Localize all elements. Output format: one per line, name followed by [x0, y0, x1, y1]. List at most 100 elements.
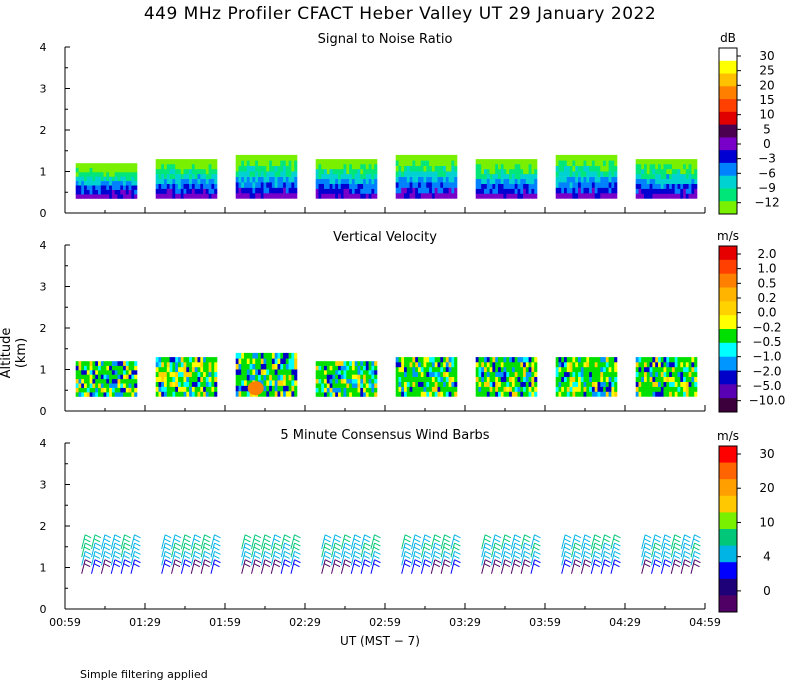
data-cell — [357, 173, 361, 179]
data-cell — [674, 357, 678, 363]
data-cell — [583, 357, 587, 363]
data-cell — [86, 194, 90, 199]
data-cell — [649, 188, 653, 194]
data-cell — [564, 187, 568, 194]
wind-barb — [610, 551, 615, 566]
data-cell — [589, 193, 593, 199]
data-cell — [445, 357, 449, 363]
data-cell — [589, 391, 593, 397]
data-cell — [123, 387, 127, 393]
y-tick-label: 0 — [40, 405, 47, 418]
wind-barb-flag — [174, 534, 182, 539]
data-cell — [117, 185, 121, 190]
colorbar-swatch — [719, 111, 737, 125]
data-cell — [360, 193, 364, 199]
wind-barb-flag — [524, 559, 531, 564]
data-cell — [589, 386, 593, 392]
data-cell — [158, 178, 162, 184]
data-cell — [591, 154, 595, 161]
data-cell — [614, 371, 618, 377]
wind-barb-flag — [124, 534, 131, 539]
wind-barb-flag — [354, 559, 362, 564]
data-cell — [346, 383, 350, 388]
data-cell — [683, 193, 687, 199]
data-cell — [197, 386, 201, 392]
wind-barb-flag — [483, 554, 491, 559]
wind-barb — [440, 551, 446, 566]
data-cell — [434, 160, 438, 166]
data-cell — [534, 188, 538, 194]
data-cell — [426, 381, 430, 387]
data-cell — [666, 362, 670, 368]
data-cell — [106, 361, 110, 366]
data-cell — [343, 365, 347, 371]
data-cell — [652, 173, 656, 179]
wind-barb-flag — [604, 550, 611, 555]
data-cell — [200, 168, 204, 175]
data-cell — [520, 386, 524, 392]
data-cell — [340, 387, 344, 393]
wind-barb-flag — [84, 534, 92, 539]
data-cell — [205, 366, 209, 373]
data-cell — [321, 168, 325, 175]
data-cell — [503, 173, 507, 179]
data-cell — [506, 188, 510, 194]
data-cell — [398, 391, 402, 397]
data-cell — [589, 154, 593, 161]
data-cell — [164, 164, 168, 170]
data-cell — [109, 176, 113, 182]
data-cell — [503, 183, 507, 189]
data-cell — [134, 167, 138, 173]
wind-barb-flag — [363, 554, 370, 559]
data-cell — [652, 386, 656, 392]
data-cell — [274, 380, 278, 386]
data-cell — [106, 176, 110, 182]
data-cell — [572, 357, 576, 363]
data-cell — [274, 182, 278, 188]
data-cell — [318, 378, 322, 384]
data-cell — [178, 371, 182, 377]
data-cell — [586, 371, 590, 377]
data-cell — [555, 371, 559, 377]
data-cell — [95, 365, 99, 371]
data-cell — [214, 386, 218, 392]
data-cell — [166, 183, 170, 189]
data-cell — [258, 352, 262, 359]
barb-group — [161, 534, 221, 574]
wind-barb — [660, 534, 666, 549]
data-segment — [315, 361, 378, 397]
wind-barb-flag — [404, 534, 412, 539]
data-cell — [246, 369, 250, 375]
data-cell — [528, 357, 532, 363]
data-cell — [669, 188, 673, 194]
data-cell — [131, 392, 135, 397]
data-cell — [688, 193, 692, 199]
data-cell — [489, 376, 493, 382]
wind-barb-flag — [84, 559, 92, 564]
wind-barb-flag — [603, 546, 610, 551]
wind-barb-flag — [373, 546, 380, 551]
wind-barb-flag — [483, 538, 491, 543]
data-cell — [641, 376, 645, 382]
colorbar-label: 15 — [759, 93, 774, 107]
data-cell — [103, 172, 107, 177]
data-cell — [338, 168, 342, 175]
data-cell — [374, 378, 378, 384]
data-cell — [486, 362, 490, 368]
data-cell — [448, 160, 452, 166]
data-cell — [591, 176, 595, 183]
data-cell — [412, 362, 416, 368]
data-cell — [155, 173, 159, 179]
data-cell — [448, 154, 452, 161]
data-cell — [197, 357, 201, 363]
data-cell — [117, 163, 121, 168]
data-cell — [600, 182, 604, 188]
data-cell — [349, 173, 353, 179]
data-cell — [200, 376, 204, 382]
data-cell — [155, 366, 159, 373]
wind-barb — [190, 559, 196, 574]
data-cell — [694, 168, 698, 175]
data-cell — [580, 193, 584, 199]
data-cell — [652, 366, 656, 373]
data-cell — [597, 371, 601, 377]
